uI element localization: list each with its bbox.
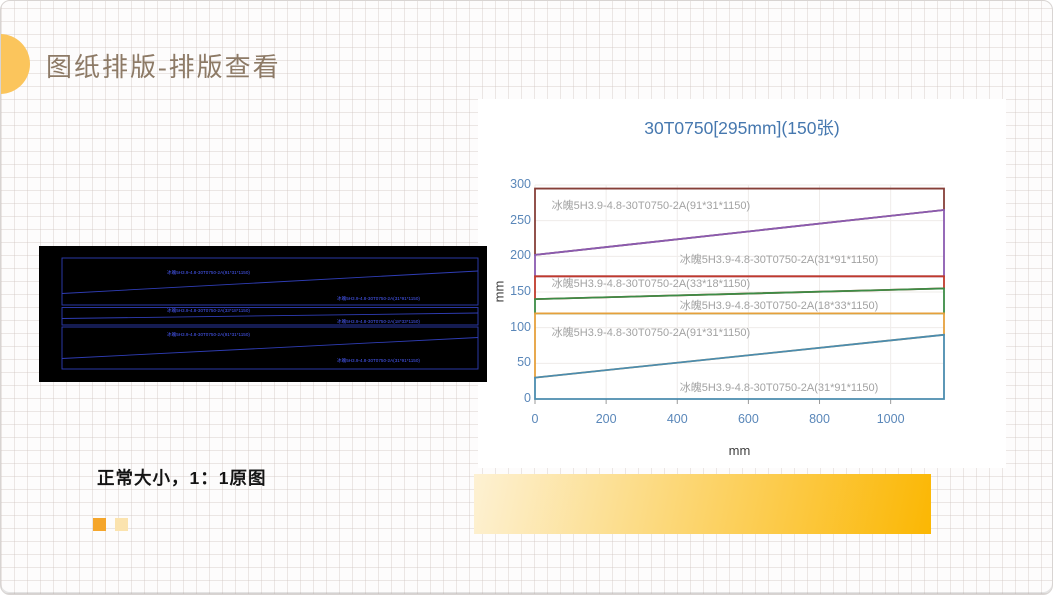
y-tick-label: 300: [510, 177, 531, 191]
series-label: 冰魄5H3.9-4.8-30T0750-2A(91*31*1150): [551, 199, 751, 212]
cad-part-label: 冰魄5H3.9-4.8-30T0750-2A(18*33*1150): [337, 318, 420, 325]
x-tick-label: 0: [531, 412, 539, 426]
cad-part-label: 冰魄5H3.9-4.8-30T0750-2A(31*91*1150): [337, 357, 420, 364]
x-tick-label: 1000: [876, 412, 905, 426]
x-tick-label: 400: [666, 412, 688, 426]
decorative-square-pale: [115, 518, 128, 531]
series-label: 冰魄5H3.9-4.8-30T0750-2A(18*33*1150): [679, 299, 879, 312]
y-tick-label: 100: [510, 319, 531, 334]
y-tick-label: 150: [510, 284, 531, 298]
chart-title: 30T0750[295mm](150张): [644, 118, 840, 138]
nesting-piece-outline-6: [534, 333, 945, 400]
series-label: 冰魄5H3.9-4.8-30T0750-2A(31*91*1150): [679, 254, 879, 267]
cad-part-label: 冰魄5H3.9-4.8-30T0750-2A(33*18*1150): [167, 307, 250, 314]
cad-part-label: 冰魄5H3.9-4.8-30T0750-2A(91*31*1150): [167, 331, 250, 338]
cad-sheet-1: [61, 257, 479, 306]
cad-part-label: 冰魄5H3.9-4.8-30T0750-2A(91*31*1150): [167, 269, 250, 276]
y-tick-label: 0: [524, 391, 531, 405]
caption-text: 正常大小，1：1原图: [97, 468, 267, 488]
decorative-circle: [1, 34, 30, 94]
series-label: 冰魄5H3.9-4.8-30T0750-2A(33*18*1150): [551, 277, 751, 290]
series-label: 冰魄5H3.9-4.8-30T0750-2A(91*31*1150): [551, 326, 751, 339]
x-tick-label: 800: [809, 412, 830, 426]
cad-part-label: 冰魄5H3.9-4.8-30T0750-2A(31*91*1150): [337, 295, 420, 302]
chart-plot-area: mm mm 0 200 400 600 800 1000 0 50 100 150 200 250 30…: [478, 99, 1006, 468]
cad-sheet-3: [61, 326, 479, 370]
layout-chart-svg: [534, 184, 945, 404]
series-label: 冰魄5H3.9-4.8-30T0750-2A(31*91*1150): [679, 381, 879, 394]
cad-layout-preview: 冰魄5H3.9-4.8-30T0750-2A(91*31*1150) 冰魄5H3…: [39, 246, 487, 382]
page-title: 图纸排版-排版查看: [46, 53, 281, 82]
x-axis-title: mm: [728, 443, 751, 458]
cad-sheet-2: [61, 307, 479, 326]
cad-drawing: 冰魄5H3.9-4.8-30T0750-2A(91*31*1150) 冰魄5H3…: [61, 257, 479, 370]
decorative-square-solid: [93, 518, 106, 531]
chart-canvas: [534, 184, 945, 404]
y-tick-label: 50: [517, 355, 531, 370]
x-tick-label: 200: [595, 412, 617, 426]
decorative-gradient-bar: [474, 474, 931, 534]
layout-chart-panel: 30T0750[295mm](150张) mm mm 0 200 400 600 800…: [478, 99, 1006, 468]
y-tick-label: 250: [510, 212, 531, 227]
x-tick-label: 600: [737, 412, 759, 426]
y-tick-label: 200: [510, 248, 531, 263]
